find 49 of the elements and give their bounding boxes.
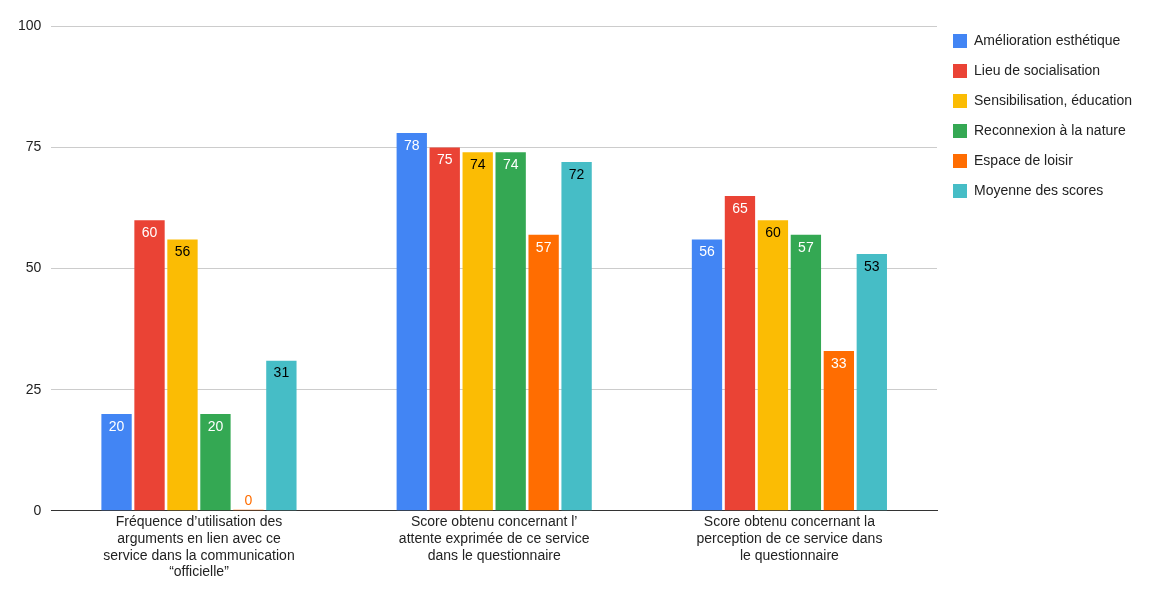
x-tick-label: Fréquence d’utilisation des arguments en lien avec ce service dans la communication “officielle” [103, 513, 295, 580]
y-tick-label: 75 [25, 138, 42, 155]
bar [790, 234, 822, 511]
legend-label: Amélioration esthétique [974, 31, 1121, 48]
bar [134, 220, 165, 511]
bar [462, 152, 493, 511]
bar [561, 162, 592, 511]
data-label: 57 [798, 238, 814, 255]
bar [823, 350, 855, 511]
data-label: 60 [141, 224, 158, 241]
data-label: 74 [502, 156, 519, 173]
legend-label: Lieu de socialisation [974, 61, 1101, 78]
bar [266, 360, 297, 511]
legend-label: Reconnexion à la nature [974, 121, 1126, 138]
x-tick-label: Score obtenu concernant l’ attente exprimée de ce service dans le questionnaire [398, 513, 590, 563]
bar [101, 413, 132, 511]
bar [691, 239, 723, 511]
x-tick-label: Score obtenu concernant la perception de ce service dans le questionnaire [696, 513, 883, 563]
legend-label: Moyenne des scores [974, 181, 1104, 198]
data-label: 53 [864, 257, 880, 274]
legend-label: Espace de loisir [974, 151, 1074, 168]
bar [856, 254, 887, 511]
data-label: 78 [403, 136, 420, 153]
data-label: 72 [568, 165, 585, 182]
y-tick-label: 0 [33, 501, 42, 518]
data-label: 20 [207, 417, 224, 434]
data-label: 56 [699, 243, 715, 260]
data-label: 31 [273, 364, 290, 381]
data-label: 60 [765, 224, 781, 241]
bar [528, 234, 559, 511]
bar [724, 195, 756, 511]
data-label: 65 [732, 199, 748, 216]
data-label: 33 [831, 354, 847, 371]
bar [429, 147, 460, 511]
data-label: 20 [108, 417, 125, 434]
data-label: 56 [174, 243, 191, 260]
bar [167, 239, 198, 511]
legend-label: Sensibilisation, éducation [974, 91, 1133, 108]
y-tick-label: 50 [25, 259, 42, 276]
data-label: 74 [469, 156, 486, 173]
data-label: 0 [244, 491, 253, 508]
bar [757, 220, 789, 511]
data-label: 75 [436, 151, 453, 168]
bar [495, 152, 526, 511]
y-tick-label: 100 [18, 17, 42, 34]
y-tick-label: 25 [25, 380, 42, 397]
data-label: 57 [535, 238, 552, 255]
bar [200, 413, 231, 511]
bar [396, 132, 427, 511]
